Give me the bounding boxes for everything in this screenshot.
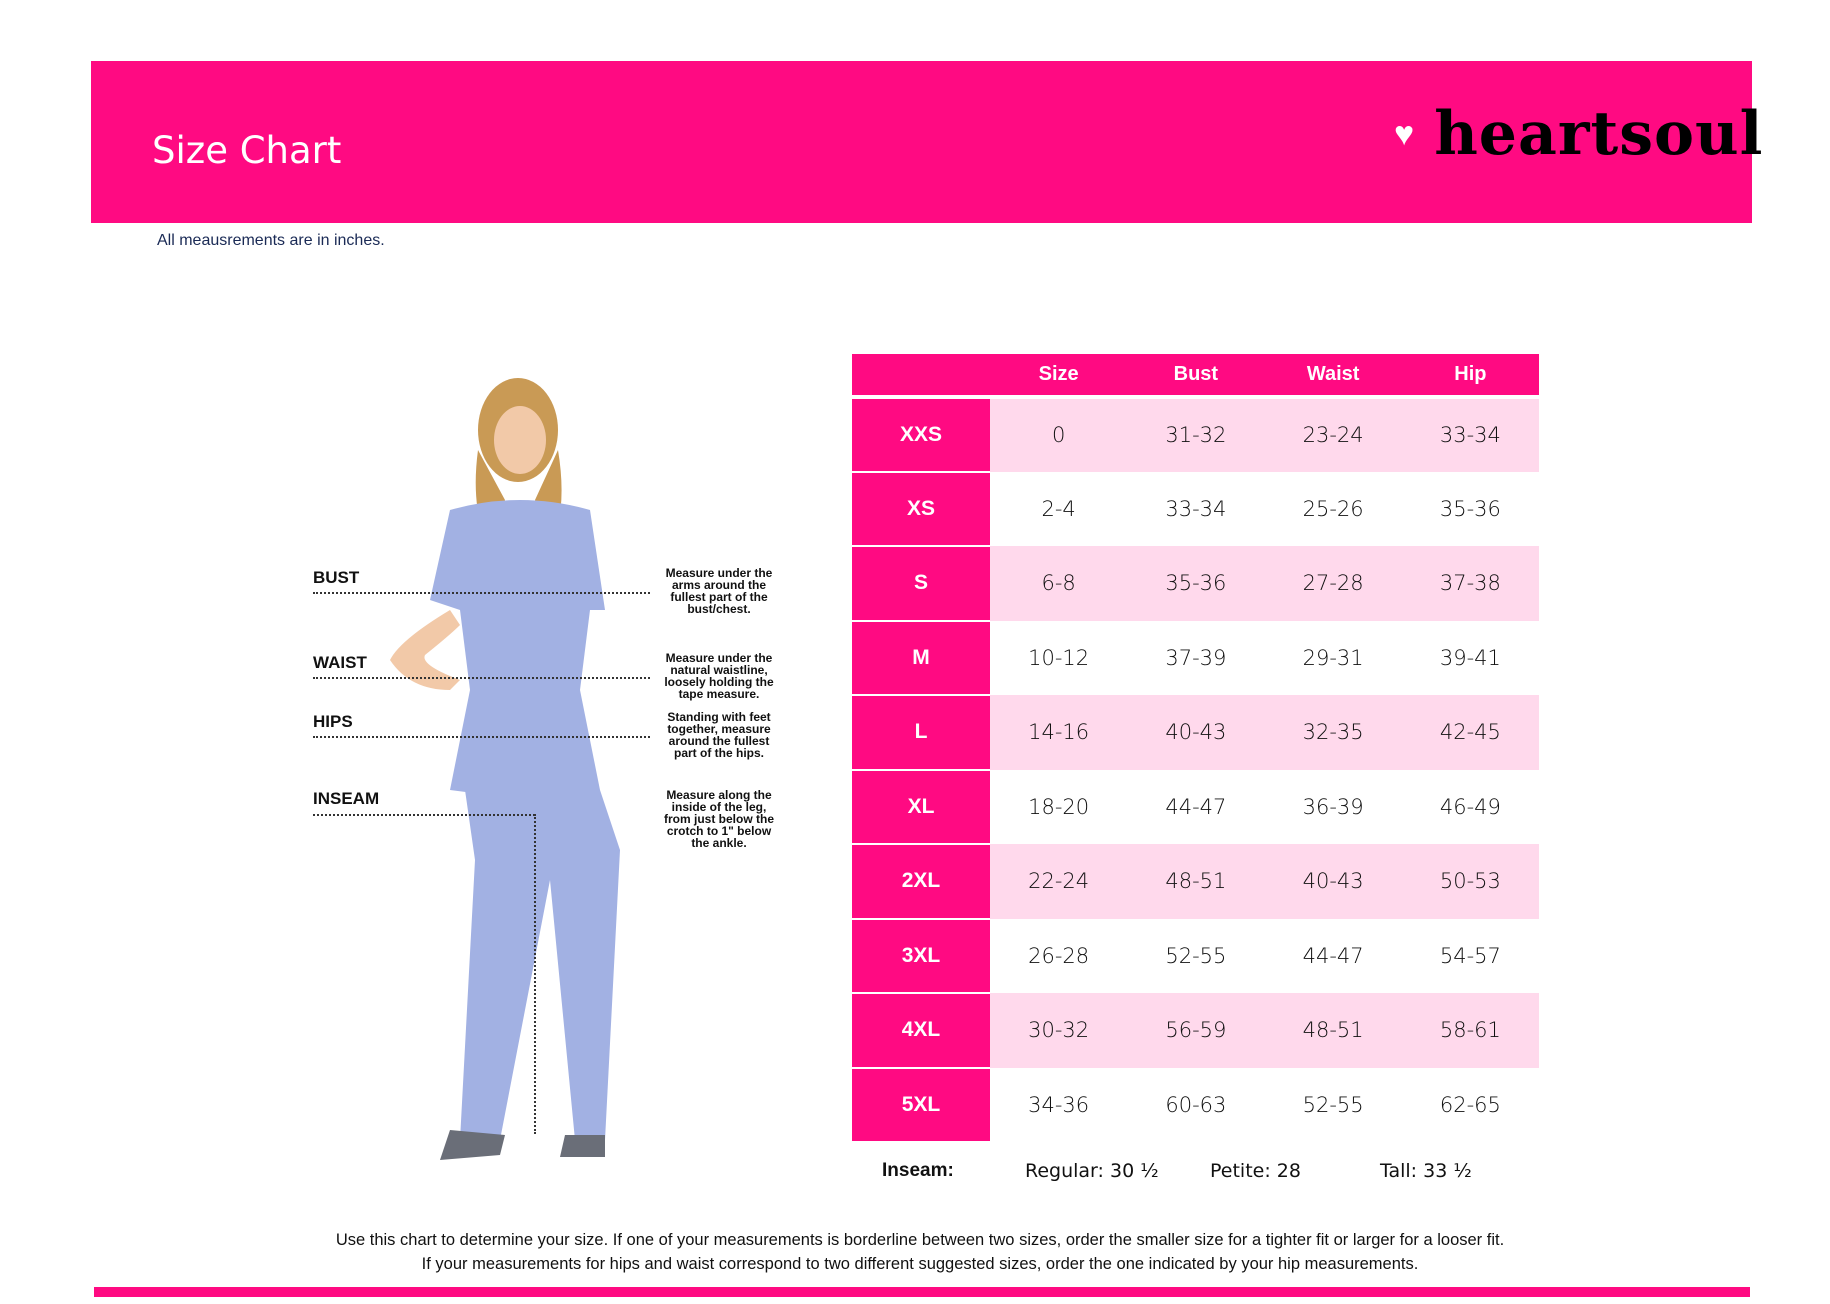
size-label: 4XL: [852, 993, 990, 1069]
table-cell: 52-55: [1302, 1092, 1364, 1117]
size-label: S: [852, 546, 990, 622]
size-label: 3XL: [852, 918, 990, 994]
waist-label: WAIST: [313, 653, 367, 672]
table-cell: 58-61: [1401, 993, 1539, 1068]
table-cell: 33-34: [1165, 496, 1227, 521]
brand-name: heartsoul: [1434, 99, 1764, 169]
size-label: XL: [852, 769, 990, 845]
table-cell: 48-51: [1127, 844, 1265, 919]
table-cell: 46-49: [1439, 794, 1501, 819]
table-cell: 40-43: [1264, 844, 1402, 919]
column-header: Bust: [1127, 354, 1265, 399]
table-cell: 36-39: [1302, 794, 1364, 819]
table-cell: 30-32: [990, 993, 1128, 1068]
brand-logo: ♥ heartsoul ♥: [1394, 99, 1804, 169]
table-cell: 23-24: [1264, 397, 1402, 472]
table-cell: 60-63: [1165, 1092, 1227, 1117]
hips-label: HIPS: [313, 712, 353, 731]
table-cell: 35-36: [1439, 496, 1501, 521]
table-cell: 0: [990, 397, 1128, 472]
table-cell: 33-34: [1401, 397, 1539, 472]
page-title: Size Chart: [152, 129, 342, 172]
inseam-title: Inseam:: [882, 1160, 954, 1181]
size-table: Size Bust Waist Hip XXS 0 31-32 23-24 33-34 XS 2-…: [852, 354, 1539, 1143]
table-cell: 18-20: [1028, 794, 1090, 819]
bust-note: Measure under the arms around the fulles…: [665, 566, 773, 616]
table-cell: 22-24: [990, 844, 1128, 919]
table-cell: 42-45: [1401, 695, 1539, 770]
size-label: 2XL: [852, 844, 990, 920]
table-cell: 27-28: [1264, 546, 1402, 621]
header-banner: Size Chart ♥ heartsoul ♥: [91, 61, 1804, 223]
footer-line: Use this chart to determine your size. I…: [335, 1231, 1505, 1249]
table-cell: 54-57: [1439, 943, 1501, 968]
table-cell: 6-8: [990, 546, 1128, 621]
table-row: 5XL 34-36 60-63 52-55 62-65: [852, 1067, 1539, 1143]
size-label: M: [852, 620, 990, 696]
table-cell: 52-55: [1165, 943, 1227, 968]
table-row: XXS 0 31-32 23-24 33-34: [852, 397, 1539, 473]
table-cell: 50-53: [1401, 844, 1539, 919]
column-header: [852, 354, 990, 399]
size-label: 5XL: [852, 1067, 990, 1143]
table-cell: 39-41: [1439, 645, 1501, 670]
bottom-bar: [94, 1287, 1750, 1297]
column-header: Hip: [1401, 354, 1539, 399]
table-row: XS 2-4 33-34 25-26 35-36: [852, 471, 1539, 547]
hips-line: [313, 736, 650, 738]
table-cell: 2-4: [1041, 496, 1076, 521]
bust-label: BUST: [313, 568, 360, 587]
column-header: Size: [990, 354, 1128, 399]
waist-note: Measure under the natural waistline, loo…: [664, 651, 774, 701]
table-cell: 25-26: [1302, 496, 1364, 521]
table-cell: 34-36: [1028, 1092, 1090, 1117]
table-cell: 29-31: [1302, 645, 1364, 670]
inseam-vertical-line: [534, 814, 536, 1134]
footer-line: If your measurements for hips and waist …: [421, 1255, 1419, 1273]
inseam-line: [313, 814, 535, 816]
model-figure: [390, 378, 620, 1160]
inseam-note: Measure along the inside of the leg, fro…: [663, 788, 774, 850]
table-cell: 26-28: [1028, 943, 1090, 968]
table-row: 3XL 26-28 52-55 44-47 54-57: [852, 918, 1539, 994]
table-row: M 10-12 37-39 29-31 39-41: [852, 620, 1539, 696]
heart-icon: ♥: [1394, 115, 1415, 153]
table-cell: 40-43: [1127, 695, 1265, 770]
table-row: 2XL 22-24 48-51 40-43 50-53: [852, 844, 1539, 920]
size-label: XXS: [852, 397, 990, 473]
waist-line: [313, 677, 650, 679]
table-cell: 56-59: [1127, 993, 1265, 1068]
table-row: XL 18-20 44-47 36-39 46-49: [852, 769, 1539, 845]
table-cell: 44-47: [1165, 794, 1227, 819]
bust-line: [313, 592, 650, 594]
table-cell: 48-51: [1264, 993, 1402, 1068]
heart-icon: ♥: [1783, 115, 1804, 153]
inseam-label: INSEAM: [313, 789, 380, 808]
inseam-tall: Tall: 33 ½: [1380, 1160, 1472, 1182]
inseam-petite: Petite: 28: [1210, 1160, 1301, 1182]
column-header: Waist: [1264, 354, 1402, 399]
table-cell: 31-32: [1127, 397, 1265, 472]
table-cell: 14-16: [990, 695, 1128, 770]
footer-note: Use this chart to determine your size. I…: [0, 1228, 1830, 1276]
units-note: All meausrements are in inches.: [157, 232, 385, 249]
size-label: XS: [852, 471, 990, 547]
table-cell: 44-47: [1302, 943, 1364, 968]
table-cell: 10-12: [1028, 645, 1090, 670]
table-row: 4XL 30-32 56-59 48-51 58-61: [852, 993, 1539, 1069]
table-cell: 35-36: [1127, 546, 1265, 621]
table-row: L 14-16 40-43 32-35 42-45: [852, 695, 1539, 771]
table-cell: 37-38: [1401, 546, 1539, 621]
inseam-regular: Regular: 30 ½: [1025, 1160, 1159, 1182]
hips-note: Standing with feet together, measure aro…: [667, 710, 771, 760]
table-row: S 6-8 35-36 27-28 37-38: [852, 546, 1539, 622]
table-cell: 32-35: [1264, 695, 1402, 770]
size-label: L: [852, 695, 990, 771]
table-cell: 37-39: [1165, 645, 1227, 670]
table-cell: 62-65: [1439, 1092, 1501, 1117]
